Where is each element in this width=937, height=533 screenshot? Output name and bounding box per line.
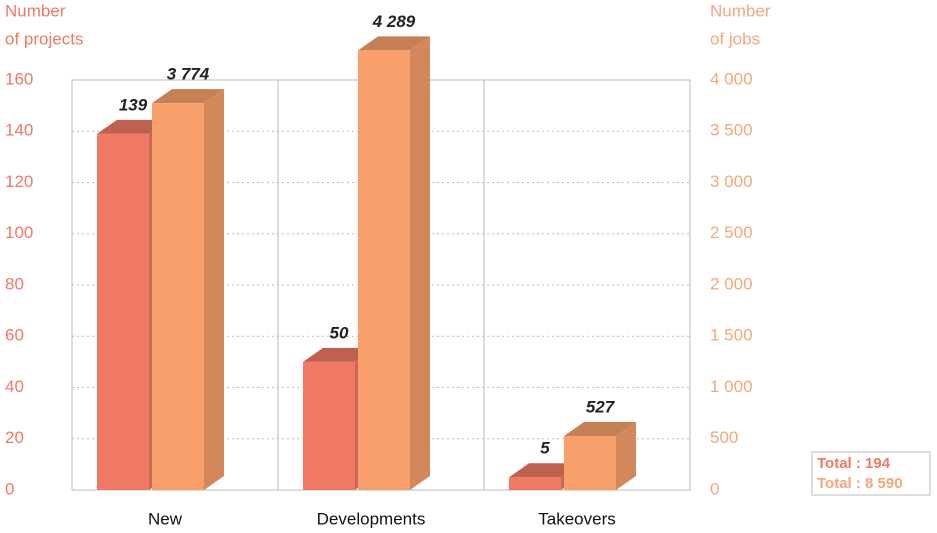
bar [152, 103, 204, 490]
y2-axis-label: of jobs [710, 29, 760, 48]
y2-tick-label: 2 000 [710, 274, 753, 293]
bar [564, 435, 616, 490]
y-axis-label: Number [5, 1, 66, 20]
y-tick-label: 100 [5, 223, 33, 242]
bar [358, 50, 410, 490]
y-tick-label: 0 [5, 479, 14, 498]
y2-tick-label: 2 500 [710, 223, 753, 242]
data-label: 3 774 [167, 65, 210, 84]
y-tick-label: 120 [5, 172, 33, 191]
y2-tick-label: 4 000 [710, 69, 753, 88]
bar-top [358, 36, 430, 51]
data-label: 139 [119, 95, 148, 114]
total-jobs: Total : 8 590 [817, 475, 903, 492]
y2-tick-label: 3 000 [710, 172, 753, 191]
bar-top [152, 89, 224, 104]
y-tick-label: 60 [5, 326, 24, 345]
bar [303, 361, 355, 490]
bar-top [509, 463, 581, 478]
y2-tick-label: 0 [710, 479, 719, 498]
y-tick-label: 160 [5, 69, 33, 88]
x-tick-label: Developments [317, 509, 426, 528]
bar [97, 133, 149, 490]
bar-side [410, 36, 430, 490]
bar-side [616, 421, 636, 490]
bar-top [97, 119, 169, 134]
y2-tick-label: 1 500 [710, 326, 753, 345]
y-tick-label: 140 [5, 121, 33, 140]
data-label: 50 [330, 323, 349, 342]
x-tick-label: New [148, 509, 183, 528]
data-label: 5 [540, 439, 550, 458]
total-projects: Total : 194 [817, 455, 891, 472]
y2-axis-label: Number [710, 1, 771, 20]
totals-box [811, 451, 931, 496]
y-tick-label: 40 [5, 377, 24, 396]
x-tick-label: Takeovers [538, 509, 615, 528]
y-axis-label: of projects [5, 29, 83, 48]
bar-side [204, 89, 224, 490]
y2-tick-label: 3 500 [710, 121, 753, 140]
bar [509, 477, 561, 490]
y2-tick-label: 500 [710, 428, 738, 447]
data-label: 527 [586, 397, 616, 416]
y2-tick-label: 1 000 [710, 377, 753, 396]
y-tick-label: 80 [5, 274, 24, 293]
bar-top [303, 347, 375, 362]
data-label: 4 289 [372, 12, 416, 31]
bar-top [564, 421, 636, 436]
y-tick-label: 20 [5, 428, 24, 447]
